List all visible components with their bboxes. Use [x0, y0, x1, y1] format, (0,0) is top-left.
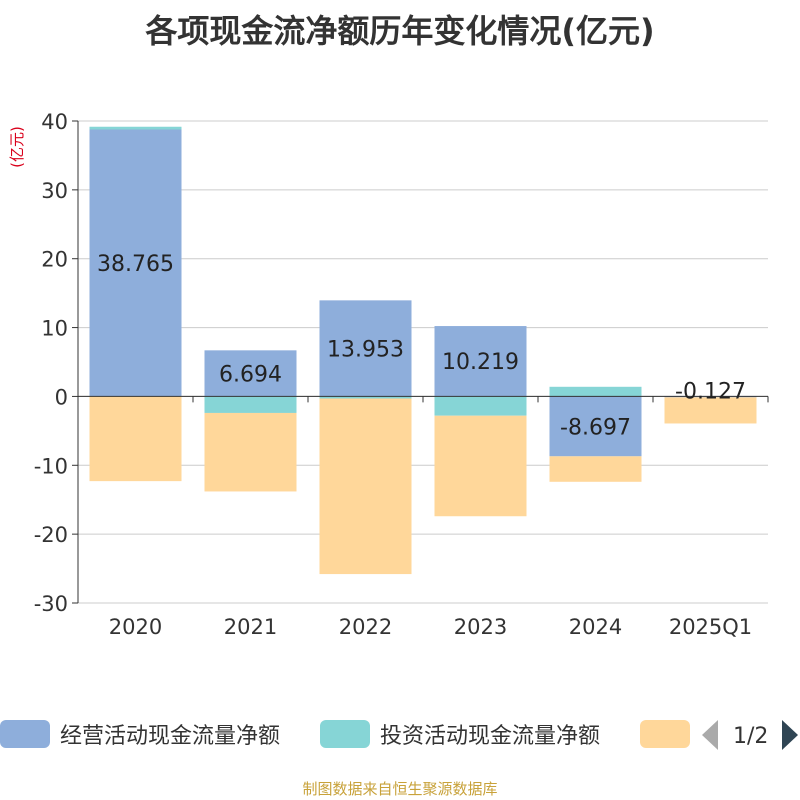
y-tick-label: -20 [34, 523, 68, 547]
bar [434, 396, 527, 416]
x-tick-label: 2020 [109, 615, 162, 639]
data-label: 13.953 [327, 337, 404, 362]
chart-title: 各项现金流净额历年变化情况(亿元) [145, 12, 655, 50]
bar [89, 126, 182, 130]
legend-page-indicator: 1/2 [733, 724, 768, 749]
y-tick-label: 20 [41, 248, 68, 272]
x-tick-label: 2024 [569, 615, 622, 639]
bar [664, 397, 757, 424]
footer-source: 制图数据来自恒生聚源数据库 [302, 780, 498, 798]
legend-label: 经营活动现金流量净额 [60, 724, 280, 749]
bar [319, 398, 412, 575]
bar [89, 396, 182, 482]
legend-next-icon[interactable] [782, 720, 798, 750]
x-tick-label: 2022 [339, 615, 392, 639]
bar [319, 300, 412, 397]
data-label: 38.765 [97, 252, 174, 277]
data-label: 10.219 [442, 350, 519, 375]
y-axis-label: (亿元) [8, 126, 26, 168]
x-tick-label: 2023 [454, 615, 507, 639]
y-tick-label: 10 [41, 317, 68, 341]
y-tick-label: 40 [41, 110, 68, 134]
x-tick-label: 2025Q1 [669, 615, 752, 639]
legend-swatch [640, 720, 690, 748]
bar [204, 412, 297, 492]
bar [549, 456, 642, 482]
bar [89, 129, 182, 397]
bar [204, 350, 297, 397]
bar [549, 396, 642, 457]
y-tick-label: -30 [34, 592, 68, 616]
grid [78, 120, 768, 604]
bar [434, 326, 527, 397]
x-tick-label: 2021 [224, 615, 277, 639]
data-label: -0.127 [675, 379, 746, 404]
legend-label: 投资活动现金流量净额 [380, 724, 600, 749]
bars [89, 126, 757, 575]
data-labels: 38.765 6.694 13.953 10.219 -8.697 -0.127 [97, 252, 746, 440]
data-label: -8.697 [560, 415, 631, 440]
bar [549, 386, 642, 397]
bar [319, 396, 412, 399]
legend-swatch [320, 720, 370, 748]
y-tick-label: -10 [34, 454, 68, 478]
bar [434, 415, 527, 517]
legend-swatch [0, 720, 50, 748]
axes: 40 30 20 10 0 -10 -20 -30 2020 2021 2022 2023 2024 20… [34, 110, 769, 639]
y-tick-label: 0 [55, 385, 68, 409]
data-label: 6.694 [219, 362, 282, 387]
legend: 经营活动现金流量净额 投资活动现金流量净额 1/2 [0, 720, 798, 750]
legend-prev-icon[interactable] [702, 720, 718, 750]
bar [204, 396, 297, 413]
y-tick-label: 30 [41, 179, 68, 203]
